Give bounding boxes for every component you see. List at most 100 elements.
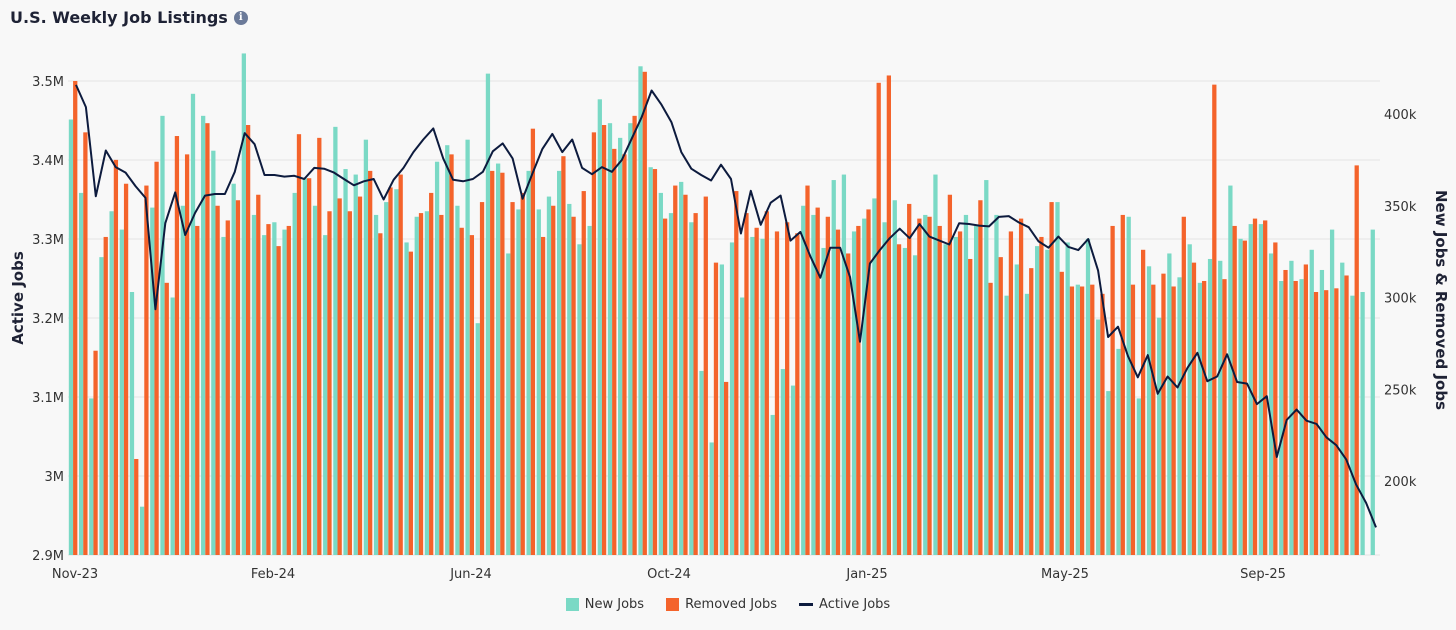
x-tick-label: Jan-25	[845, 567, 887, 582]
bar-new-jobs	[404, 242, 409, 555]
bar-new-jobs	[1228, 185, 1233, 555]
bar-removed-jobs	[469, 235, 475, 556]
chart-title: U.S. Weekly Job Listings	[10, 8, 228, 27]
bar-new-jobs	[740, 297, 745, 555]
bar-new-jobs	[445, 145, 450, 555]
bar-new-jobs	[272, 222, 277, 555]
bar-new-jobs	[424, 211, 430, 555]
bar-removed-jobs	[886, 75, 892, 555]
bar-removed-jobs	[113, 159, 119, 555]
bar-new-jobs	[811, 214, 816, 556]
bar-removed-jobs	[1079, 286, 1085, 555]
bar-removed-jobs	[937, 225, 942, 555]
bar-new-jobs	[984, 180, 989, 555]
bar-removed-jobs	[947, 194, 953, 556]
bar-removed-jobs	[581, 191, 586, 555]
bar-removed-jobs	[479, 202, 485, 555]
bar-new-jobs	[1370, 229, 1375, 556]
bar-new-jobs	[343, 169, 348, 556]
bar-new-jobs	[1004, 295, 1009, 555]
legend-item-active-jobs[interactable]: Active Jobs	[799, 597, 890, 612]
bar-removed-jobs	[774, 231, 780, 555]
bar-removed-jobs	[286, 225, 291, 555]
legend-label-removed-jobs: Removed Jobs	[685, 597, 778, 612]
bar-new-jobs	[923, 214, 928, 556]
bar-new-jobs	[1319, 269, 1325, 555]
bar-new-jobs	[221, 236, 226, 555]
bar-removed-jobs	[632, 115, 637, 556]
bar-removed-jobs	[1008, 231, 1014, 555]
y-right-tick-label: 400k	[1384, 108, 1417, 123]
bar-new-jobs	[292, 192, 297, 555]
bar-new-jobs	[1065, 242, 1070, 555]
bar-new-jobs	[994, 214, 999, 556]
y-left-tick-label: 3.2M	[32, 312, 64, 327]
bar-new-jobs	[231, 183, 236, 556]
bar-new-jobs	[1096, 319, 1101, 555]
bar-removed-jobs	[957, 231, 963, 555]
y-left-axis-title: Active Jobs	[9, 251, 27, 345]
bar-new-jobs	[1197, 282, 1203, 555]
bar-removed-jobs	[439, 214, 444, 556]
y-right-axis-title: New Jobs & Removed Jobs	[1432, 190, 1450, 410]
bar-removed-jobs	[1181, 216, 1186, 555]
bar-removed-jobs	[378, 233, 383, 555]
bar-removed-jobs	[703, 196, 708, 555]
chart-legend: New Jobs Removed Jobs Active Jobs	[0, 597, 1456, 612]
bar-removed-jobs	[73, 80, 78, 555]
bar-new-jobs	[1340, 262, 1345, 555]
bar-removed-jobs	[662, 218, 668, 555]
bar-new-jobs	[323, 235, 328, 556]
bar-new-jobs	[963, 214, 969, 556]
bar-new-jobs	[1075, 284, 1080, 555]
bar-new-jobs	[689, 222, 694, 555]
legend-label-active-jobs: Active Jobs	[819, 597, 891, 612]
bar-removed-jobs	[1334, 288, 1339, 555]
bar-new-jobs	[699, 370, 704, 555]
bar-new-jobs	[262, 235, 267, 556]
bar-new-jobs	[943, 244, 948, 555]
x-tick-label: Nov-23	[52, 567, 98, 582]
bar-new-jobs	[750, 236, 755, 555]
bar-new-jobs	[801, 205, 806, 555]
y-left-tick-label: 3M	[45, 470, 65, 485]
legend-item-removed-jobs[interactable]: Removed Jobs	[666, 597, 777, 612]
bar-removed-jobs	[459, 227, 464, 555]
bar-new-jobs	[373, 214, 379, 556]
bar-removed-jobs	[1344, 275, 1349, 555]
bar-removed-jobs	[357, 196, 363, 555]
bar-removed-jobs	[917, 218, 922, 555]
bar-new-jobs	[556, 170, 562, 555]
bar-removed-jobs	[561, 156, 566, 555]
bar-removed-jobs	[907, 203, 912, 556]
bar-new-jobs	[363, 139, 369, 555]
bar-new-jobs	[1218, 260, 1223, 555]
bar-removed-jobs	[225, 220, 230, 555]
y-right-tick-label: 300k	[1384, 292, 1417, 307]
bar-new-jobs	[1177, 277, 1182, 555]
bar-new-jobs	[1238, 238, 1243, 555]
bar-new-jobs	[99, 257, 104, 555]
bar-removed-jobs	[785, 222, 790, 555]
bar-removed-jobs	[266, 224, 271, 555]
bar-removed-jobs	[1303, 264, 1308, 555]
bar-new-jobs	[1207, 258, 1213, 555]
bar-removed-jobs	[856, 225, 861, 555]
bar-removed-jobs	[724, 381, 729, 555]
x-tick-label: Oct-24	[647, 567, 691, 582]
bar-removed-jobs	[1161, 273, 1166, 555]
bar-removed-jobs	[530, 128, 536, 555]
bar-removed-jobs	[652, 169, 658, 556]
bar-new-jobs	[953, 236, 958, 555]
bar-new-jobs	[872, 198, 877, 555]
bar-removed-jobs	[1202, 280, 1207, 555]
bar-removed-jobs	[693, 213, 698, 555]
y-left-tick-label: 3.1M	[32, 391, 64, 406]
legend-item-new-jobs[interactable]: New Jobs	[565, 597, 644, 612]
bar-new-jobs	[912, 255, 918, 556]
bar-new-jobs	[760, 238, 765, 555]
bar-removed-jobs	[1191, 262, 1197, 555]
bar-new-jobs	[190, 93, 196, 555]
info-icon[interactable]: i	[233, 10, 248, 25]
bar-new-jobs	[679, 181, 684, 555]
